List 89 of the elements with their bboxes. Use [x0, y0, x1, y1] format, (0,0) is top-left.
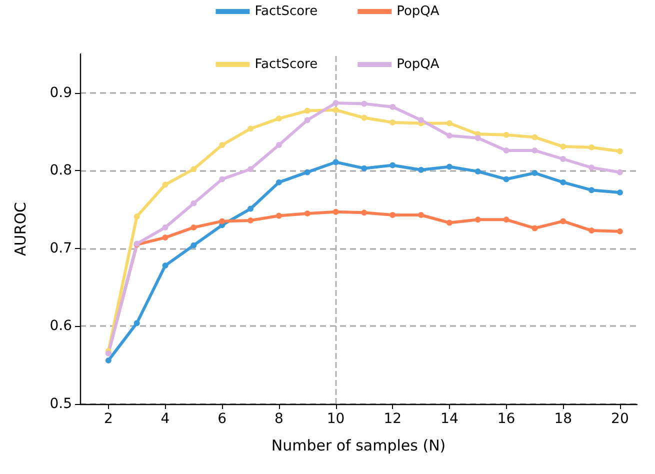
y-tick-label: 0.9 — [50, 84, 72, 101]
legend-label: FactScore — [254, 57, 318, 72]
point — [276, 212, 282, 219]
legend-label: PopQA — [396, 4, 440, 19]
point — [532, 134, 538, 140]
point — [503, 176, 510, 182]
point — [560, 144, 566, 150]
point — [532, 170, 538, 176]
point — [588, 187, 595, 194]
point — [446, 164, 452, 170]
point — [219, 142, 226, 148]
point — [134, 320, 140, 326]
point — [532, 147, 538, 154]
point — [361, 165, 368, 172]
point — [332, 100, 339, 106]
y-tick-label: 0.8 — [50, 162, 72, 179]
point — [304, 210, 310, 216]
point — [304, 169, 310, 176]
point — [105, 357, 112, 364]
point — [190, 224, 197, 230]
x-axis-title: Number of samples (N) — [271, 436, 446, 454]
point — [418, 117, 424, 124]
x-tick-label: 10 — [326, 411, 345, 427]
point — [474, 216, 481, 223]
point — [361, 210, 368, 216]
point — [390, 162, 396, 168]
point — [361, 100, 368, 107]
x-tick-label: 6 — [218, 411, 227, 427]
point — [134, 214, 140, 220]
point — [616, 189, 623, 196]
x-tick-label: 4 — [160, 411, 170, 427]
point — [361, 114, 368, 121]
point — [418, 212, 424, 218]
point — [276, 116, 282, 122]
x-tick-label: 20 — [611, 411, 629, 427]
point — [162, 182, 168, 188]
point — [390, 104, 396, 110]
point — [588, 164, 595, 171]
point — [616, 228, 623, 234]
point — [446, 132, 452, 139]
point — [276, 179, 282, 186]
point — [162, 224, 168, 230]
y-tick-label: 0.7 — [50, 240, 72, 256]
point — [162, 234, 168, 241]
point — [219, 218, 226, 224]
legend-label: FactScore — [254, 4, 318, 19]
point — [560, 156, 566, 162]
point — [390, 119, 396, 126]
point — [446, 220, 452, 226]
point — [332, 159, 339, 166]
x-tick-label: 16 — [497, 411, 516, 427]
point — [560, 218, 566, 224]
point — [332, 107, 339, 113]
point — [248, 126, 254, 132]
x-tick-label: 2 — [104, 411, 113, 427]
point — [304, 117, 310, 124]
point — [390, 212, 396, 218]
point — [532, 225, 538, 232]
point — [503, 132, 510, 138]
point — [588, 144, 595, 150]
point — [616, 169, 623, 176]
point — [276, 142, 282, 148]
x-tick-label: 18 — [554, 411, 572, 427]
point — [503, 216, 510, 223]
point — [560, 179, 566, 186]
y-tick-label: 0.6 — [50, 318, 72, 334]
point — [248, 206, 254, 212]
point — [446, 120, 452, 126]
x-tick-label: 12 — [384, 411, 402, 427]
y-tick-label: 0.5 — [50, 396, 72, 412]
point — [162, 262, 168, 269]
point — [190, 242, 197, 248]
point — [418, 166, 424, 173]
point — [332, 208, 339, 215]
point — [248, 166, 254, 172]
point — [616, 148, 623, 154]
point — [503, 147, 510, 154]
x-tick-label: 8 — [274, 411, 284, 427]
legend-label: PopQA — [396, 57, 440, 72]
x-tick-label: 14 — [440, 411, 458, 427]
y-axis-title: AUROC — [12, 202, 30, 256]
point — [474, 135, 481, 141]
point — [588, 228, 595, 234]
point — [248, 217, 254, 224]
point — [219, 176, 226, 182]
point — [190, 166, 197, 172]
point — [190, 200, 197, 206]
point — [474, 168, 481, 174]
point — [304, 108, 310, 114]
